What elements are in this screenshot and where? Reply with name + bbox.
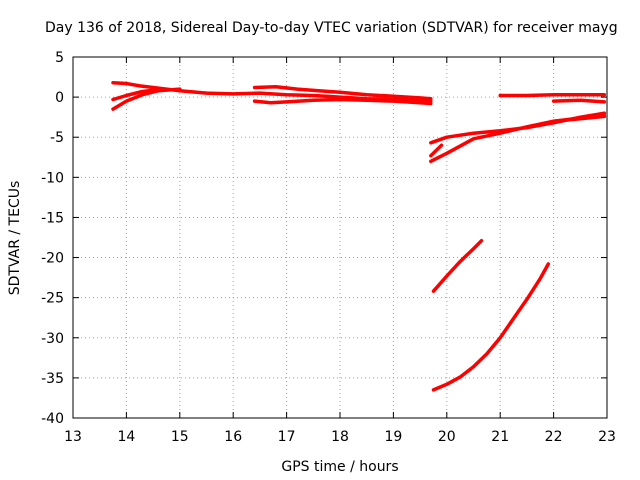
x-tick-label: 16 bbox=[224, 429, 242, 445]
x-tick-label: 14 bbox=[117, 429, 135, 445]
x-tick-label: 19 bbox=[384, 429, 402, 445]
series-arc-b1 bbox=[498, 92, 607, 98]
x-tick-label: 21 bbox=[491, 429, 509, 445]
y-tick-label: -20 bbox=[41, 251, 64, 267]
series-layer bbox=[111, 80, 607, 392]
series-arc-d1 bbox=[431, 238, 484, 293]
x-tick-label: 18 bbox=[331, 429, 349, 445]
x-tick-label: 13 bbox=[64, 429, 82, 445]
series-arc-a3 bbox=[111, 87, 166, 102]
x-axis-label: GPS time / hours bbox=[281, 459, 398, 475]
series-arc-a4 bbox=[252, 97, 433, 106]
series-arc-a5 bbox=[252, 84, 433, 101]
x-tick-label: 20 bbox=[438, 429, 456, 445]
y-axis-label: SDTVAR / TECUs bbox=[7, 181, 23, 296]
y-tick-label: 0 bbox=[55, 90, 64, 106]
series-arc-a2 bbox=[111, 87, 182, 111]
x-tick-label: 15 bbox=[171, 429, 189, 445]
grid-layer bbox=[73, 57, 607, 418]
chart-title: Day 136 of 2018, Sidereal Day-to-day VTE… bbox=[45, 20, 618, 36]
axes-layer: 13 14 15 16 17 18 19 20 21 22 23 5 0 -5 -10 -15 -20 -25 -3… bbox=[41, 50, 616, 445]
y-tick-label: -35 bbox=[41, 371, 64, 387]
series-arc-c3 bbox=[551, 114, 607, 123]
y-tick-label: 5 bbox=[55, 50, 64, 66]
series-arc-c4 bbox=[429, 143, 444, 158]
y-tick-label: -5 bbox=[50, 130, 64, 146]
x-tick-label: 17 bbox=[278, 429, 296, 445]
series-arc-e1 bbox=[431, 262, 551, 392]
y-tick-label: -15 bbox=[41, 210, 64, 226]
y-tick-label: -30 bbox=[41, 331, 64, 347]
x-tick-label: 22 bbox=[545, 429, 563, 445]
y-tick-label: -25 bbox=[41, 291, 64, 307]
x-tick-label: 23 bbox=[598, 429, 616, 445]
series-arc-c2 bbox=[429, 113, 607, 164]
y-tick-label: -10 bbox=[41, 170, 64, 186]
series-arc-b2 bbox=[551, 98, 607, 104]
y-tick-label: -40 bbox=[41, 411, 64, 427]
